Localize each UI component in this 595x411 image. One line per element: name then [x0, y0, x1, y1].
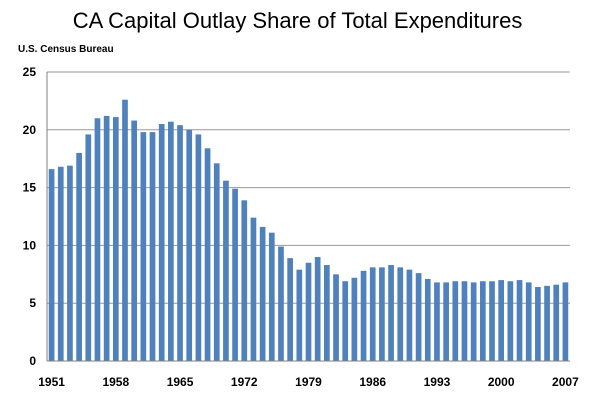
bar	[57, 166, 64, 361]
x-tick-label: 1965	[167, 375, 194, 389]
bars	[48, 99, 569, 362]
bar	[489, 281, 495, 361]
bar	[351, 277, 358, 361]
bar	[168, 121, 174, 361]
bar	[369, 267, 376, 361]
bar	[434, 282, 440, 361]
bar	[296, 269, 303, 361]
x-tick-label: 1993	[424, 375, 451, 389]
bar	[498, 280, 505, 361]
bar	[149, 132, 156, 361]
x-tick-label: 1972	[231, 375, 258, 389]
bar	[544, 285, 550, 361]
bar	[278, 246, 284, 361]
x-tick-label: 1951	[38, 375, 65, 389]
bar	[48, 169, 55, 361]
bar	[525, 282, 532, 361]
bar	[223, 180, 229, 361]
bar	[452, 281, 459, 361]
bar	[443, 282, 449, 361]
bar	[324, 265, 330, 361]
bar	[379, 267, 385, 361]
bar	[314, 256, 321, 361]
bar	[333, 274, 339, 361]
y-tick-label: 5	[29, 296, 36, 310]
bar	[177, 125, 183, 362]
bar	[424, 278, 431, 361]
bar	[470, 282, 477, 361]
bar	[562, 282, 569, 361]
bar	[85, 134, 92, 361]
bar	[67, 165, 73, 361]
bar	[461, 281, 468, 361]
x-tick-label: 1958	[102, 375, 129, 389]
chart-subtitle: U.S. Census Bureau	[18, 44, 114, 55]
bar	[94, 118, 101, 362]
x-tick-label: 2000	[488, 375, 515, 389]
bar	[241, 200, 248, 361]
bar	[186, 129, 193, 361]
bar	[122, 99, 128, 361]
bar	[287, 258, 293, 361]
y-tick-label: 0	[29, 354, 36, 368]
x-tick-label: 1979	[295, 375, 322, 389]
bar	[195, 134, 202, 361]
bar	[140, 132, 147, 361]
bar	[406, 269, 413, 361]
x-tick-label: 1986	[359, 375, 386, 389]
bar	[250, 217, 257, 361]
y-tick-label: 10	[23, 238, 37, 252]
x-tick-label: 2007	[552, 375, 579, 389]
chart-title: CA Capital Outlay Share of Total Expendi…	[72, 8, 523, 33]
bar	[397, 267, 404, 361]
bar	[76, 152, 82, 361]
bar	[553, 284, 560, 361]
bar	[259, 226, 266, 361]
bar	[204, 148, 211, 361]
bar	[479, 281, 486, 361]
axes	[46, 72, 570, 362]
bar	[232, 188, 238, 361]
bar	[112, 117, 119, 361]
bar	[516, 280, 523, 361]
bar	[158, 124, 165, 362]
bar	[103, 115, 110, 361]
bar	[535, 287, 541, 361]
bar	[388, 265, 394, 361]
tick-labels: 0 5 10 15 20 25 1951 1958 1965 1972 1979 1986 1993 20…	[23, 65, 579, 389]
bar	[131, 120, 138, 361]
bar	[213, 163, 220, 361]
y-tick-label: 25	[23, 65, 37, 79]
y-tick-label: 15	[23, 181, 37, 195]
bar	[415, 273, 422, 361]
bar	[342, 281, 349, 361]
bar	[305, 262, 312, 361]
bar	[360, 270, 367, 361]
y-tick-label: 20	[23, 123, 37, 137]
bar	[507, 281, 514, 361]
bar	[268, 232, 275, 361]
